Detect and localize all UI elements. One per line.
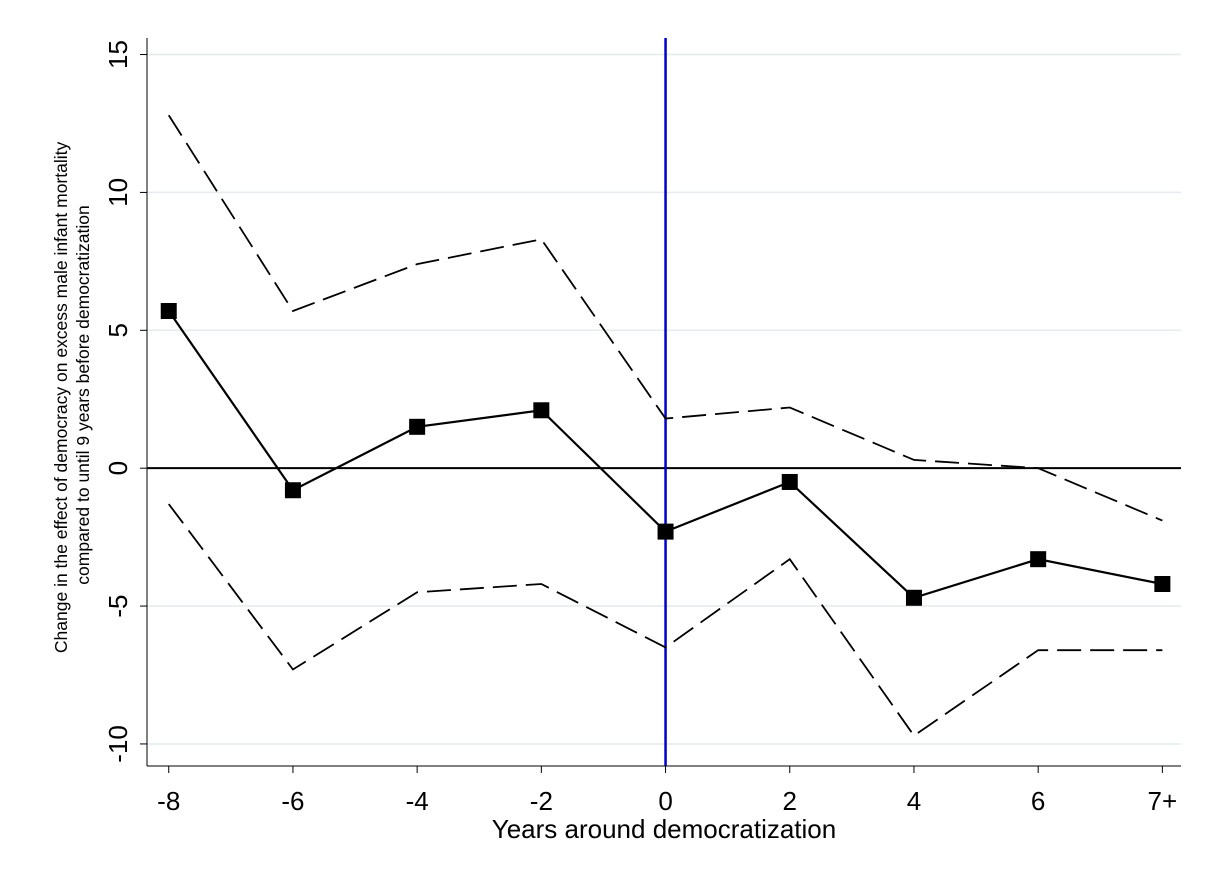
estimate-point [781,473,798,490]
x-tick-label: -2 [530,786,553,816]
reference-lines [147,38,1181,766]
lower-ci-line [168,503,1163,737]
estimate-point [409,418,426,435]
estimate-point [284,482,301,499]
estimate-point [160,303,177,319]
estimate-series [160,303,1171,606]
estimate-point [1030,551,1047,568]
y-tick-label: 10 [103,178,133,207]
x-tick-label: 2 [783,786,797,816]
x-tick-label: -6 [281,786,304,816]
upper-ci-line [167,114,1163,522]
estimate-point [905,589,922,606]
x-axis-ticks: -8 -6 -4 -2 0 2 4 6 7+ [157,766,1177,816]
axes [146,38,1181,767]
estimate-point [1154,576,1171,592]
x-tick-label: -4 [406,786,429,816]
x-axis-title: Years around democratization [492,814,836,844]
y-axis-title: Change in the effect of democracy on exc… [51,137,93,653]
y-axis-ticks: -10 -5 0 5 10 15 [103,40,147,763]
x-tick-label: 6 [1031,786,1045,816]
estimate-point [533,402,550,419]
x-tick-label: -8 [157,786,180,816]
confidence-interval-lines [167,114,1163,737]
x-tick-label: 0 [658,786,672,816]
y-axis-title-line-1: Change in the effect of democracy on exc… [51,142,71,654]
x-tick-label: 7+ [1148,786,1178,816]
x-tick-label: 4 [907,786,921,816]
y-tick-label: -5 [103,594,133,617]
y-axis-title-line-2: compared to until 9 years before democra… [73,205,93,584]
y-tick-label: 5 [103,323,133,337]
y-tick-label: -10 [103,725,133,763]
estimate-point [657,523,674,540]
y-tick-label: 0 [103,461,133,475]
y-tick-label: 15 [103,40,133,69]
